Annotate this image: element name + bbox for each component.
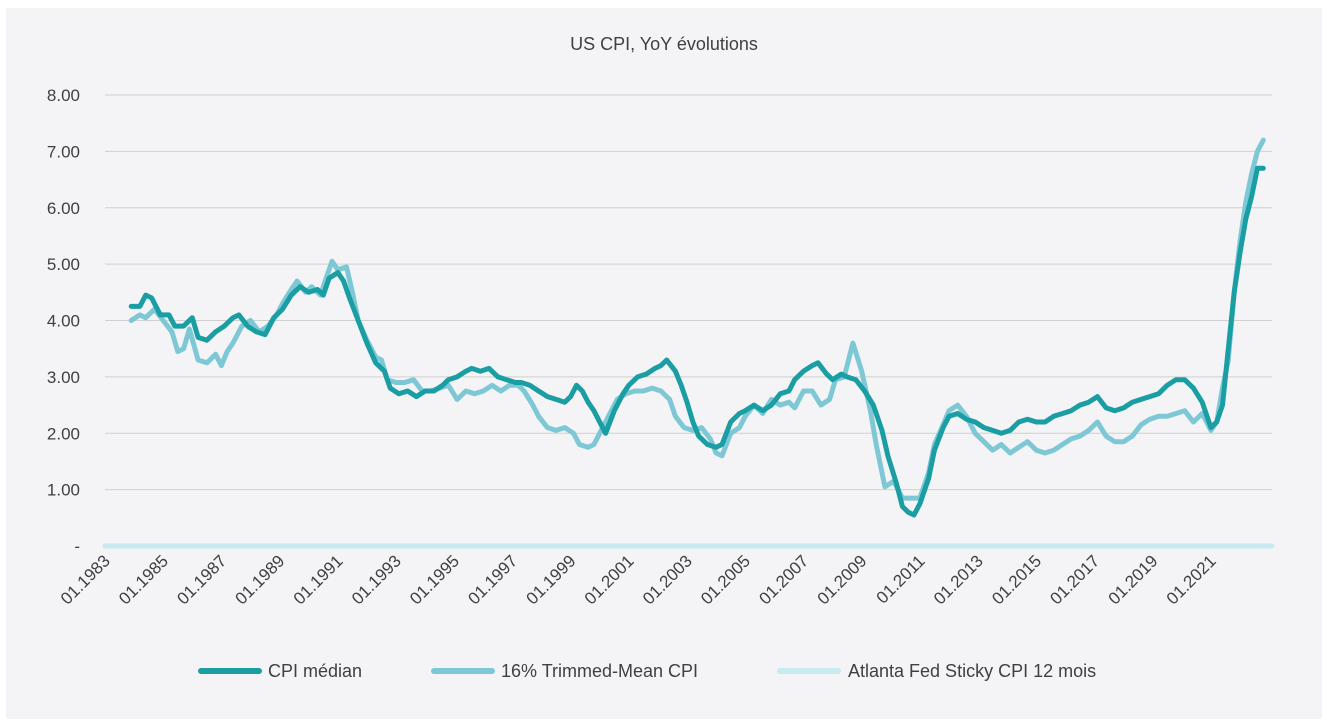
- x-axis-ticks: 01.1983 01.1985 01.1987 01.1989 01.1991 01.19…: [57, 551, 1220, 608]
- y-tick-label: 5.00: [47, 255, 80, 274]
- y-tick-label: 1.00: [47, 481, 80, 500]
- legend-label-2: Atlanta Fed Sticky CPI 12 mois: [848, 661, 1096, 681]
- x-tick-label: 01.2003: [639, 551, 696, 608]
- x-tick-label: 01.1989: [232, 551, 289, 608]
- line-chart: US CPI, YoY évolutions - 1.00 2.00 3.00 4.00…: [47, 34, 1275, 681]
- y-tick-label: 2.00: [47, 424, 80, 443]
- x-tick-label: 01.2009: [814, 551, 871, 608]
- x-tick-label: 01.2019: [1105, 551, 1162, 608]
- x-tick-label: 01.1995: [406, 551, 463, 608]
- y-tick-label: 8.00: [47, 86, 80, 105]
- y-tick-label: -: [74, 537, 80, 556]
- x-tick-label: 01.1999: [523, 551, 580, 608]
- x-tick-label: 01.1985: [115, 551, 172, 608]
- legend-label-1: 16% Trimmed-Mean CPI: [501, 661, 698, 681]
- y-tick-label: 6.00: [47, 199, 80, 218]
- x-tick-label: 01.2007: [755, 551, 812, 608]
- chart-area: US CPI, YoY évolutions - 1.00 2.00 3.00 4.00…: [6, 8, 1322, 719]
- x-tick-label: 01.1987: [173, 551, 230, 608]
- y-axis-ticks: - 1.00 2.00 3.00 4.00 5.00 6.00 7.00 8.00: [47, 86, 80, 556]
- x-tick-label: 01.1997: [464, 551, 521, 608]
- series-line-1: [128, 137, 1266, 501]
- x-tick-label: 01.1993: [348, 551, 405, 608]
- y-tick-label: 4.00: [47, 312, 80, 331]
- y-tick-label: 3.00: [47, 368, 80, 387]
- x-tick-label: 01.2001: [581, 551, 638, 608]
- x-tick-label: 01.2013: [930, 551, 987, 608]
- grid-layer: [105, 94, 1272, 491]
- series-layer: [102, 137, 1275, 549]
- y-tick-label: 7.00: [47, 142, 80, 161]
- x-tick-label: 01.2005: [697, 551, 754, 608]
- legend-label-0: CPI médian: [268, 661, 362, 681]
- legend: CPI médian 16% Trimmed-Mean CPI Atlanta Fe…: [198, 661, 1096, 681]
- x-tick-label: 01.1983: [57, 551, 114, 608]
- x-tick-label: 01.2011: [873, 551, 929, 607]
- chart-title: US CPI, YoY évolutions: [570, 34, 758, 54]
- x-tick-label: 01.1991: [290, 551, 347, 608]
- x-tick-label: 01.2021: [1163, 551, 1220, 608]
- series-line-0: [128, 165, 1266, 518]
- x-tick-label: 01.2017: [1046, 551, 1103, 608]
- x-tick-label: 01.2015: [988, 551, 1045, 608]
